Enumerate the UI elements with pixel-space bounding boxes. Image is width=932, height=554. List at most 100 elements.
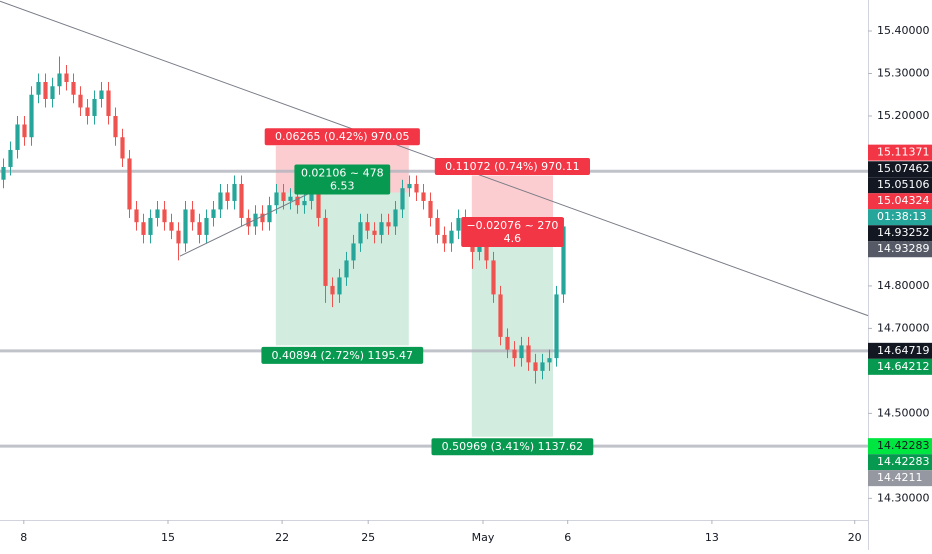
target-zone	[471, 217, 553, 437]
candle-body	[379, 222, 384, 235]
candle-body	[197, 222, 202, 235]
candle-body	[435, 217, 440, 235]
candle-body	[211, 209, 216, 218]
candle-body	[281, 192, 286, 201]
price-tag: 14.64212	[877, 360, 930, 373]
price-tag-bg	[868, 241, 932, 258]
candle-body	[295, 196, 300, 206]
price-tag: 14.93252	[877, 226, 930, 239]
candle-body	[526, 345, 531, 363]
candle-body	[155, 209, 160, 218]
price-tag: 15.07462	[877, 162, 930, 175]
candle-body	[246, 217, 251, 227]
candle-body	[428, 200, 433, 218]
x-tick-label: 25	[361, 531, 375, 544]
candle-body	[491, 260, 496, 295]
candle-body	[50, 86, 55, 99]
price-tag: 14.4211	[877, 471, 923, 484]
price-tag-bg	[868, 177, 932, 194]
y-tick-label: 14.30000	[877, 491, 930, 504]
candle-body	[267, 205, 272, 223]
candle-body	[337, 277, 342, 295]
candle-body	[8, 149, 13, 167]
candle-body	[232, 183, 237, 201]
candle-body	[148, 217, 153, 235]
y-tick-label: 15.30000	[877, 66, 930, 79]
candle-body	[533, 362, 538, 371]
candle-body	[225, 192, 230, 201]
candle-body	[302, 200, 307, 206]
candle-body	[92, 98, 97, 116]
price-tag: 14.42283	[877, 455, 930, 468]
candle-body	[414, 183, 419, 193]
candle-body	[372, 230, 377, 235]
candle-body	[449, 230, 454, 244]
price-tag-bg	[868, 193, 932, 210]
candle-body	[344, 260, 349, 278]
price-tag: 15.11371	[877, 146, 930, 159]
candle-body	[498, 294, 503, 337]
price-tag-bg	[868, 454, 932, 471]
position-label-bg	[261, 346, 424, 364]
candle-body	[561, 226, 566, 295]
trend-line	[0, 0, 869, 317]
price-tag-bg	[868, 438, 932, 455]
position-label: 4.6	[504, 232, 522, 245]
candle-body	[85, 107, 90, 116]
candle-body	[393, 209, 398, 227]
candle-body	[484, 234, 489, 261]
candle-body	[36, 81, 41, 95]
y-tick-label: 15.40000	[877, 24, 930, 37]
candle-body	[218, 192, 223, 210]
candle-body	[113, 115, 118, 138]
candle-body	[386, 222, 391, 227]
candle-body	[99, 90, 104, 99]
candle-body	[365, 222, 370, 231]
candle-body	[64, 73, 69, 82]
candle-body	[127, 158, 132, 210]
x-tick-label: 6	[564, 531, 571, 544]
position-label-bg	[294, 164, 391, 195]
price-tag: 14.64719	[877, 344, 930, 357]
candle-body	[274, 192, 279, 206]
candle-body	[22, 124, 27, 138]
candle-body	[442, 234, 447, 244]
candle-body	[456, 217, 461, 231]
y-tick-label: 14.50000	[877, 406, 930, 419]
candle-body	[309, 192, 314, 201]
x-tick-label: 13	[705, 531, 719, 544]
x-tick-label: May	[472, 531, 495, 544]
position-label: 0.11072 (0.74%) 970.11	[445, 160, 580, 173]
target-zone	[275, 192, 409, 346]
position-label-bg	[264, 128, 420, 146]
price-tag: 15.05106	[877, 178, 930, 191]
position-label: 0.06265 (0.42%) 970.05	[275, 130, 410, 143]
candle-body	[183, 209, 188, 244]
candle-body	[351, 243, 356, 261]
candle-body	[190, 209, 195, 223]
price-tag: 14.93289	[877, 242, 930, 255]
trend-line	[179, 187, 321, 257]
position-label: 0.40894 (2.72%) 1195.47	[272, 349, 414, 362]
x-tick-label: 22	[275, 531, 289, 544]
candle-body	[120, 137, 125, 159]
position-label-bg	[431, 438, 594, 456]
y-tick-label: 15.20000	[877, 109, 930, 122]
candle-body	[106, 90, 111, 116]
candle-body	[316, 192, 321, 218]
price-tag-bg	[868, 358, 932, 375]
position-label-bg	[461, 216, 564, 247]
candle-body	[330, 285, 335, 295]
price-tag-bg	[868, 470, 932, 487]
candle-body	[78, 94, 83, 108]
candle-body	[204, 217, 209, 235]
position-label: −0.02076 ~ 270	[466, 219, 558, 232]
candle-body	[323, 217, 328, 286]
candle-body	[505, 336, 510, 350]
candle-body	[260, 213, 265, 223]
candle-body	[43, 81, 48, 99]
candle-body	[57, 73, 62, 87]
candle-body	[554, 294, 559, 359]
candle-body	[519, 345, 524, 359]
